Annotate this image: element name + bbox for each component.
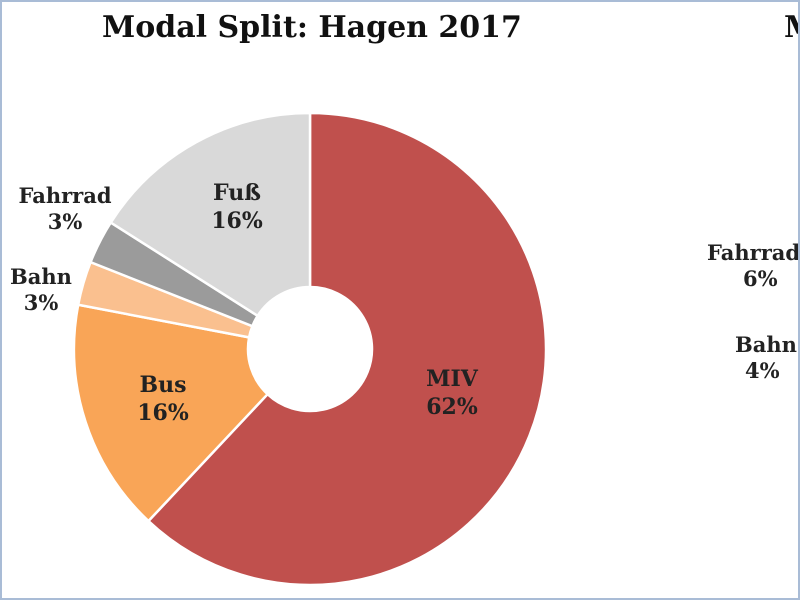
label-2-fahrrad: Fahrrad 6% <box>707 240 800 293</box>
label-fuss-value: 16% <box>211 207 263 234</box>
label-2-fahrrad-name: Fahrrad <box>707 240 800 265</box>
chart-title: Modal Split: Hagen 2017 <box>102 10 522 45</box>
label-miv-value: 62% <box>426 393 478 420</box>
label-fahrrad-value: 3% <box>47 209 83 235</box>
slice-miv <box>146 111 548 587</box>
label-bahn: Bahn 3% <box>2 264 80 317</box>
label-2-fahrrad-value: 6% <box>743 266 778 292</box>
label-bus-value: 16% <box>137 399 189 426</box>
label-miv-name: MIV <box>426 366 478 392</box>
label-2-bahn-name: Bahn <box>735 332 797 357</box>
label-fuss-name: Fuß <box>213 180 261 206</box>
label-fahrrad: Fahrrad 3% <box>6 183 124 236</box>
slice-bus <box>72 303 270 523</box>
label-bus-name: Bus <box>139 372 187 398</box>
label-bahn-name: Bahn <box>10 264 72 289</box>
label-fahrrad-name: Fahrrad <box>18 183 112 208</box>
label-miv: MIV 62% <box>402 366 502 421</box>
label-bus: Bus 16% <box>113 372 213 427</box>
label-fuss: Fuß 16% <box>192 180 282 235</box>
label-2-bahn: Bahn 4% <box>735 332 797 385</box>
second-chart-title: M <box>784 10 798 45</box>
label-2-bahn-value: 4% <box>745 358 780 384</box>
slice-fuss <box>109 111 312 318</box>
label-bahn-value: 3% <box>23 290 59 316</box>
